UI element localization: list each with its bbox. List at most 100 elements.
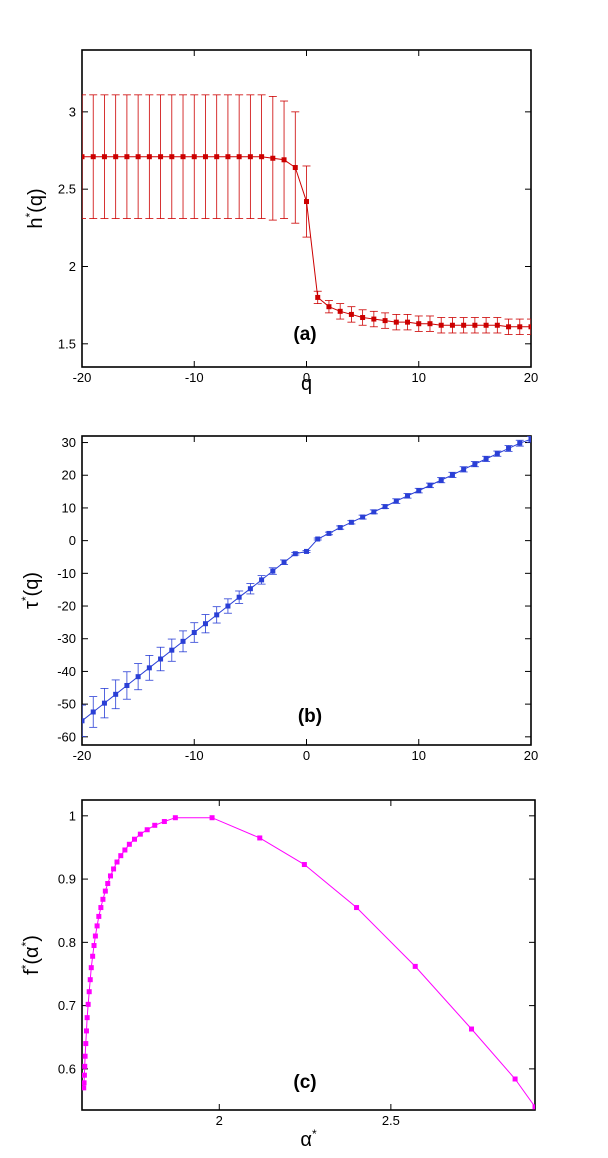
data-point (337, 525, 343, 531)
series-line (83, 817, 535, 1108)
data-point (90, 953, 96, 959)
data-point (472, 461, 478, 467)
data-point (270, 568, 276, 574)
data-point (152, 822, 158, 828)
data-point (82, 1080, 87, 1086)
y-tick-label: 0.7 (58, 998, 76, 1013)
data-point (118, 853, 124, 859)
data-point (236, 154, 242, 160)
data-point (326, 530, 332, 536)
data-point (483, 456, 489, 462)
y-tick-label: 0.9 (58, 872, 76, 887)
data-point (158, 656, 164, 662)
data-point (100, 896, 106, 902)
x-tick-label: -10 (185, 748, 204, 763)
data-point (124, 682, 130, 688)
data-point (214, 154, 220, 160)
x-axis-label: q (301, 373, 312, 395)
data-point (169, 647, 175, 653)
data-point (517, 440, 523, 446)
data-point (348, 519, 354, 525)
data-point (354, 905, 360, 911)
y-tick-label: 30 (62, 435, 76, 450)
data-point (101, 154, 107, 160)
panel-tag: (c) (293, 1072, 316, 1093)
data-point (247, 154, 253, 160)
x-axis-label: α* (300, 1127, 317, 1151)
data-point (304, 199, 309, 205)
data-point (337, 308, 343, 314)
data-point (94, 923, 100, 929)
data-point (270, 155, 276, 161)
y-tick-label: -10 (57, 566, 76, 581)
data-point (86, 989, 92, 995)
data-point (360, 514, 366, 520)
data-point (348, 311, 354, 317)
y-tick-label: -60 (57, 729, 76, 744)
data-point (257, 835, 263, 841)
data-point (532, 1104, 535, 1110)
data-point (90, 709, 96, 715)
data-point (137, 831, 143, 837)
series-group (82, 94, 531, 335)
data-point (449, 322, 455, 328)
data-point (83, 1041, 89, 1047)
data-point (281, 559, 287, 565)
panel-b: -20 -10 0 10 20 -60 -50 -40 -30 -20 -10 0 10 20 30 τ*(q… (19, 435, 538, 763)
data-point (528, 436, 531, 442)
y-tick-label: -30 (57, 631, 76, 646)
data-point (393, 319, 399, 325)
data-point (259, 154, 265, 160)
data-point (114, 859, 120, 865)
data-point (135, 674, 141, 680)
x-tick-label: 0 (303, 748, 310, 763)
series-group (82, 815, 535, 1110)
data-point (315, 294, 321, 300)
data-point (412, 963, 418, 969)
y-axis-label: h*(q) (23, 188, 47, 228)
data-point (169, 154, 175, 160)
data-point (494, 451, 500, 457)
data-point (82, 1072, 87, 1078)
series-group (82, 436, 531, 737)
y-tick-label: -40 (57, 664, 76, 679)
data-point (180, 638, 186, 644)
data-point (113, 154, 119, 160)
data-point (225, 603, 231, 609)
data-point (247, 586, 253, 592)
data-point (438, 477, 444, 483)
data-point (438, 322, 444, 328)
data-point (427, 482, 433, 488)
y-tick-label: 20 (62, 468, 76, 483)
x-tick-label: 20 (524, 748, 538, 763)
data-point (209, 815, 215, 821)
data-point (105, 881, 111, 887)
y-tick-label: -20 (57, 599, 76, 614)
plot-frame (81, 435, 532, 746)
data-point (101, 700, 107, 706)
data-point (126, 841, 132, 847)
data-point (191, 154, 197, 160)
data-point (82, 154, 85, 160)
data-point (146, 665, 152, 671)
y-tick-label: 2 (69, 259, 76, 274)
data-point (360, 315, 366, 321)
data-point (102, 888, 108, 894)
data-point (180, 154, 186, 160)
data-point (382, 504, 388, 510)
data-point (202, 621, 208, 627)
data-point (315, 536, 321, 542)
data-point (281, 157, 287, 163)
data-point (301, 862, 307, 868)
y-tick-label: 2.5 (58, 182, 76, 197)
data-point (84, 1015, 90, 1021)
data-point (427, 321, 433, 327)
y-axis-label: f*(α*) (19, 935, 43, 975)
data-point (88, 965, 94, 971)
data-point (172, 815, 178, 821)
data-point (416, 321, 422, 327)
x-tick-label: 20 (524, 370, 538, 385)
data-point (371, 316, 377, 322)
panel-a: -20 -10 0 10 20 1.5 2 2.5 3 h*(q) q (a) (23, 49, 538, 395)
